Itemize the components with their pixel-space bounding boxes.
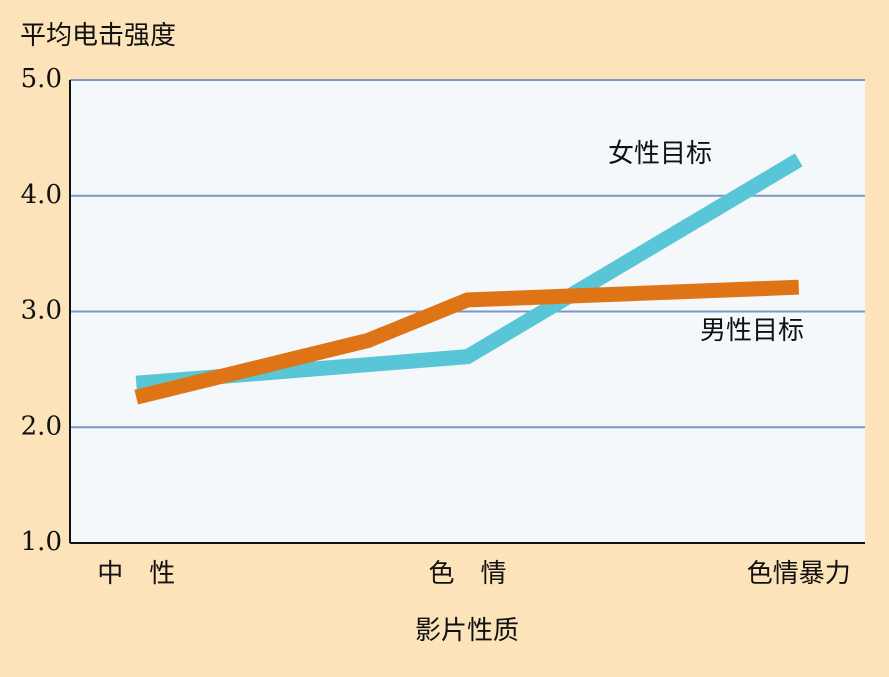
x-tick-label: 色 情 <box>428 559 506 589</box>
y-tick-label: 3.0 <box>21 296 62 326</box>
x-tick-label: 中 性 <box>97 559 175 589</box>
x-axis-title: 影片性质 <box>415 616 519 646</box>
y-axis-title: 平均电击强度 <box>20 21 176 51</box>
y-tick-label: 4.0 <box>21 180 62 210</box>
y-tick-label: 5.0 <box>21 64 62 94</box>
x-tick-label: 色情暴力 <box>747 559 851 589</box>
y-tick-label: 1.0 <box>21 527 62 557</box>
series-label: 男性目标 <box>700 316 804 346</box>
series-line <box>134 279 800 405</box>
y-tick-label: 2.0 <box>21 411 62 441</box>
series-label: 女性目标 <box>608 139 712 169</box>
